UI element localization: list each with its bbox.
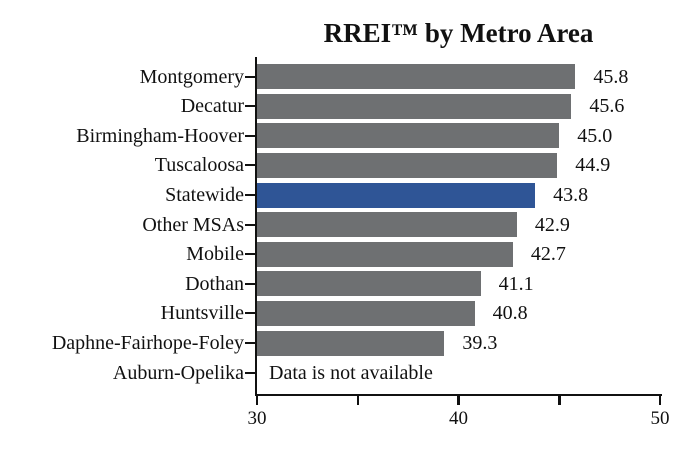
value-label-mobile: 42.7	[530, 243, 566, 266]
no-data-note: Data is not available	[269, 361, 433, 384]
chart-title: RREI™ by Metro Area	[323, 18, 594, 48]
category-label-birmingham-hoover: Birmingham-Hoover	[76, 124, 244, 147]
bar-statewide	[257, 182, 536, 208]
category-tick-birmingham-hoover	[244, 134, 255, 137]
bar-dothan	[257, 271, 481, 297]
x-axis-line	[254, 393, 662, 396]
category-tick-tuscaloosa	[244, 164, 255, 167]
value-label-decatur: 45.6	[589, 95, 625, 118]
x-axis-tick-45	[558, 396, 561, 405]
category-label-other-msas: Other MSAs	[142, 213, 244, 236]
value-label-montgomery: 45.8	[593, 65, 629, 88]
x-axis-tick-50	[658, 396, 662, 405]
category-tick-dothan	[244, 282, 255, 285]
category-label-montgomery: Montgomery	[139, 65, 244, 88]
x-axis-tick-40	[457, 396, 460, 405]
category-label-tuscaloosa: Tuscaloosa	[154, 154, 244, 177]
bar-birmingham-hoover	[257, 123, 560, 149]
category-tick-statewide	[244, 194, 255, 196]
bar-huntsville	[257, 300, 475, 326]
bar-other-msas	[257, 212, 517, 238]
y-axis-line	[254, 57, 257, 396]
category-label-mobile: Mobile	[186, 243, 244, 266]
x-axis-tick-30	[255, 396, 259, 405]
value-label-statewide: 43.8	[553, 184, 589, 206]
bar-daphne-fairhope-foley	[257, 330, 445, 356]
category-tick-mobile	[244, 253, 255, 256]
category-tick-auburn-opelika	[244, 371, 255, 374]
bar-montgomery	[257, 64, 576, 90]
bar-mobile	[257, 241, 513, 267]
category-label-daphne-fairhope-foley: Daphne-Fairhope-Foley	[51, 332, 244, 354]
value-label-daphne-fairhope-foley: 39.3	[462, 332, 498, 354]
value-label-birmingham-hoover: 45.0	[577, 124, 613, 147]
category-label-auburn-opelika: Auburn-Opelika	[112, 361, 244, 384]
category-tick-daphne-fairhope-foley	[244, 342, 255, 344]
category-label-dothan: Dothan	[185, 272, 244, 295]
value-label-dothan: 41.1	[498, 272, 534, 295]
value-label-other-msas: 42.9	[534, 213, 570, 236]
category-tick-huntsville	[244, 312, 255, 315]
category-label-decatur: Decatur	[180, 95, 244, 118]
x-axis-tick-label-40: 40	[449, 407, 468, 429]
value-label-tuscaloosa: 44.9	[575, 154, 611, 177]
category-tick-decatur	[244, 105, 255, 108]
value-label-huntsville: 40.8	[492, 302, 528, 325]
category-label-huntsville: Huntsville	[160, 302, 244, 325]
category-label-statewide: Statewide	[165, 184, 244, 206]
bar-decatur	[257, 93, 572, 119]
x-axis-tick-label-30: 30	[247, 407, 267, 429]
category-tick-other-msas	[244, 223, 255, 226]
x-axis-tick-label-50: 50	[650, 407, 670, 429]
category-tick-montgomery	[244, 75, 255, 78]
bar-tuscaloosa	[257, 152, 558, 178]
x-axis-tick-35	[356, 396, 359, 405]
